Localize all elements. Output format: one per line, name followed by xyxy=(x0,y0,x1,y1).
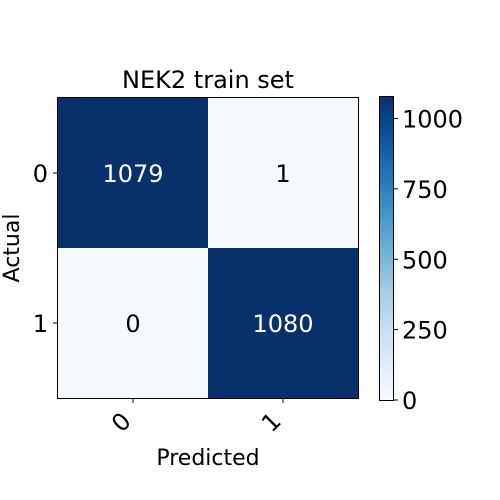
colorbar-tick-label-0: 0 xyxy=(402,387,417,415)
colorbar-tick-label-4: 1000 xyxy=(402,106,463,134)
heatmap-cell-labels: 1079 1 0 1080 xyxy=(102,160,313,338)
cell-value-r0-c1: 1 xyxy=(275,160,290,188)
cell-value-r0-c0: 1079 xyxy=(102,160,163,188)
heatmap-cell-r0-c0 xyxy=(58,98,208,248)
y-axis-label: Actual xyxy=(0,214,25,283)
y-tick-label-1: 1 xyxy=(33,310,48,338)
x-axis-label: Predicted xyxy=(156,446,259,471)
colorbar-tick-label-3: 750 xyxy=(402,176,448,204)
heatmap-cell-r1-c1 xyxy=(208,248,358,398)
colorbar-tick-label-1: 250 xyxy=(402,317,448,345)
x-tick-label-1: 1 xyxy=(256,407,287,438)
y-tick-label-0: 0 xyxy=(33,160,48,188)
colorbar-frame xyxy=(379,96,394,401)
colorbar xyxy=(379,96,393,400)
colorbar-ticks: 0 250 500 750 1000 xyxy=(393,106,463,415)
cell-value-r1-c0: 0 xyxy=(125,310,140,338)
heatmap-cell-r1-c0 xyxy=(58,248,208,398)
plot-frame xyxy=(57,97,359,399)
heatmap-cells xyxy=(58,98,358,398)
cell-value-r1-c1: 1080 xyxy=(252,310,313,338)
x-tick-label-0: 0 xyxy=(106,407,137,438)
y-axis-ticks: 01 xyxy=(33,160,58,338)
colorbar-tick-label-2: 500 xyxy=(402,246,448,274)
chart-title: NEK2 train set xyxy=(122,66,294,94)
heatmap-cell-r0-c1 xyxy=(208,98,358,248)
